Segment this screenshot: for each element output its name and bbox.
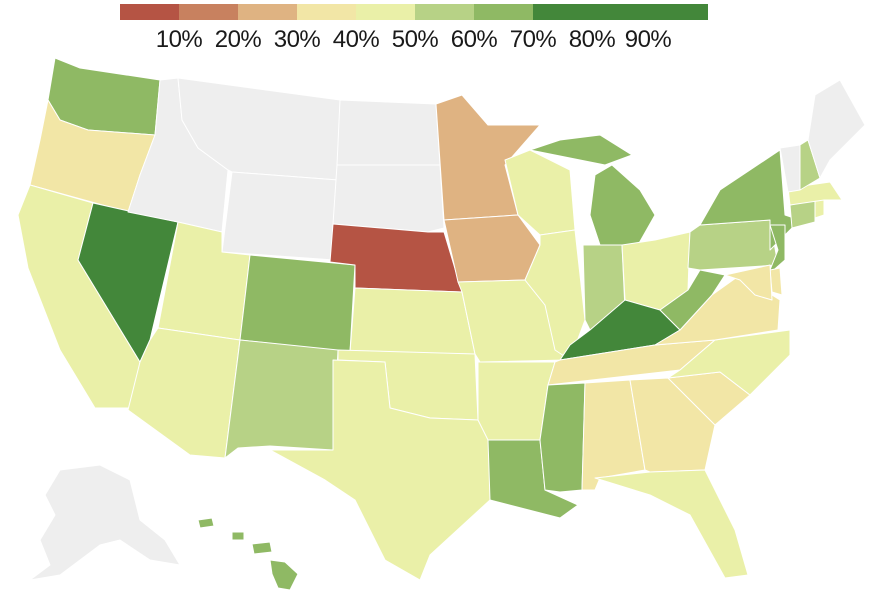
state-nd[interactable] bbox=[336, 99, 441, 166]
state-ri[interactable] bbox=[814, 199, 825, 219]
state-co[interactable] bbox=[239, 254, 356, 353]
state-md[interactable] bbox=[724, 264, 773, 301]
state-ks[interactable] bbox=[349, 287, 476, 355]
state-ak[interactable] bbox=[29, 464, 181, 581]
legend-swatch bbox=[474, 4, 533, 20]
legend-label: 60% bbox=[450, 26, 498, 53]
state-il[interactable] bbox=[524, 229, 586, 361]
state-tx[interactable] bbox=[269, 359, 491, 581]
legend-label: 20% bbox=[214, 26, 262, 53]
state-mi[interactable] bbox=[529, 134, 656, 246]
legend-swatch bbox=[356, 4, 415, 20]
state-hi[interactable] bbox=[197, 517, 299, 591]
state-me[interactable] bbox=[807, 79, 866, 179]
state-nm[interactable] bbox=[224, 339, 339, 459]
state-fl[interactable] bbox=[594, 469, 749, 579]
legend-label: 10% bbox=[155, 26, 203, 53]
legend-swatch bbox=[533, 4, 708, 20]
state-nj[interactable] bbox=[767, 224, 786, 276]
state-wy[interactable] bbox=[221, 171, 339, 261]
legend-label: 80% bbox=[568, 26, 616, 53]
legend-swatch bbox=[120, 4, 179, 20]
legend-label: 90% bbox=[624, 26, 672, 53]
legend-swatch bbox=[415, 4, 474, 20]
state-sd[interactable] bbox=[332, 164, 445, 233]
legend-swatch bbox=[238, 4, 297, 20]
state-pa[interactable] bbox=[687, 219, 779, 271]
state-ms[interactable] bbox=[539, 382, 586, 493]
legend-label: 50% bbox=[391, 26, 439, 53]
legend-label: 30% bbox=[273, 26, 321, 53]
legend-swatch bbox=[297, 4, 356, 20]
legend-label: 40% bbox=[332, 26, 380, 53]
legend-label: 70% bbox=[509, 26, 557, 53]
legend-swatch bbox=[179, 4, 238, 20]
legend: 10% 20% 30% 40% 50% 60% 70% 80% 90% bbox=[0, 0, 872, 60]
state-ia[interactable] bbox=[443, 214, 541, 283]
